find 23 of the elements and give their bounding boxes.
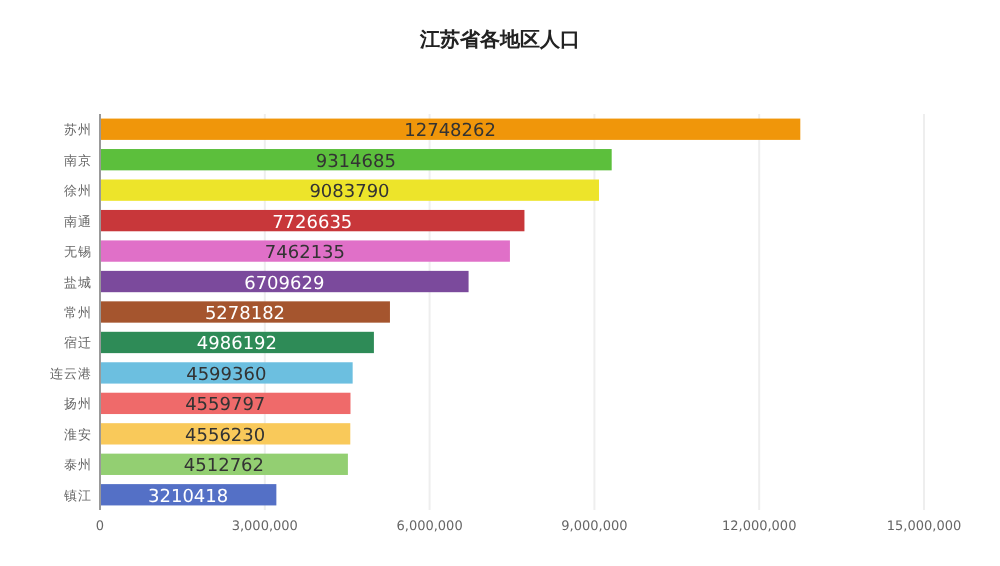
bar xyxy=(100,179,599,201)
bar xyxy=(100,362,353,384)
data-label: 9083790 xyxy=(309,183,391,204)
chart-title: 江苏省各地区人口 xyxy=(418,28,580,52)
data-label: 4556230 xyxy=(185,426,266,447)
data-label: 3210418 xyxy=(148,487,229,508)
bar xyxy=(100,149,612,171)
data-label: 4986192 xyxy=(196,335,278,356)
bar xyxy=(100,240,510,262)
data-label: 5278182 xyxy=(204,305,286,325)
bar xyxy=(100,301,390,323)
data-label: 4512762 xyxy=(183,457,265,478)
data-label: 4599360 xyxy=(186,365,267,386)
bar xyxy=(100,118,801,140)
data-label: 6709629 xyxy=(244,274,325,295)
data-label: 7462135 xyxy=(264,244,346,265)
bar xyxy=(100,270,469,293)
bar xyxy=(100,209,525,232)
data-label: 12748262 xyxy=(404,122,496,143)
data-label: 7726635 xyxy=(272,213,353,234)
bar xyxy=(100,423,351,445)
data-label: 4559797 xyxy=(185,396,266,417)
data-label: 9314685 xyxy=(315,152,396,173)
